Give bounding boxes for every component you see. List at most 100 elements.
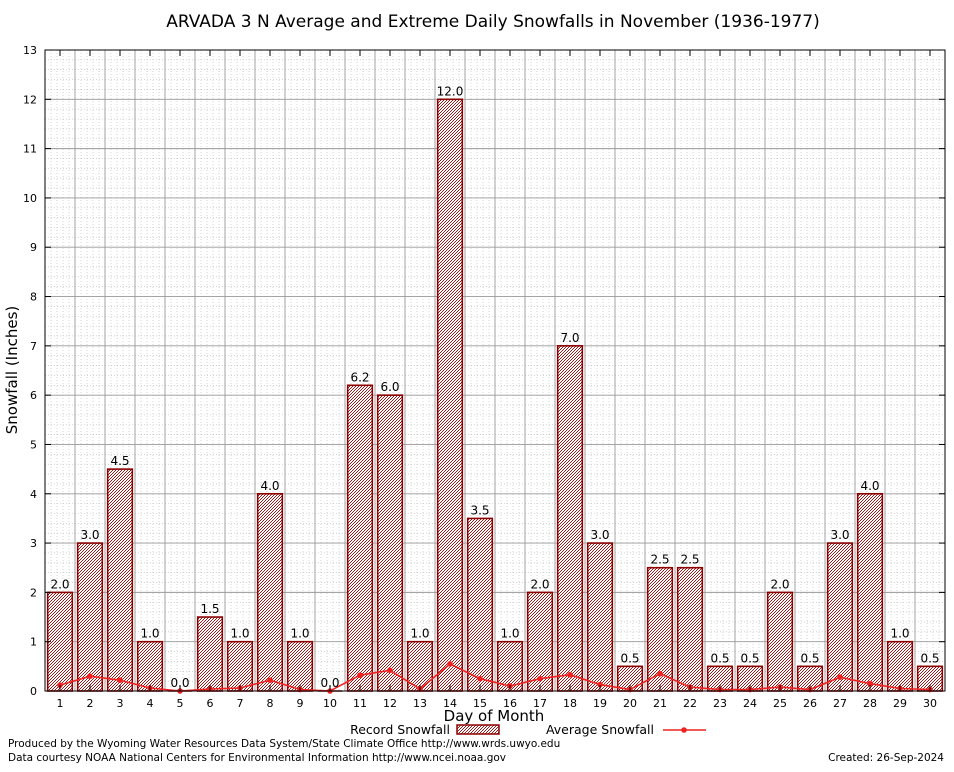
x-tick-label-12: 12 [383,697,397,710]
bar-label-day-7: 1.0 [230,627,249,641]
bar-day-7 [226,640,254,692]
avg-point-day-12 [387,667,393,674]
x-tick-label-6: 6 [207,697,214,710]
bar-label-day-9: 1.0 [290,627,309,641]
x-tick-label-27: 27 [833,697,847,710]
bar-label-day-19: 3.0 [590,528,609,542]
bar-label-day-4: 1.0 [140,627,159,641]
y-tick-label-2: 2 [30,586,37,599]
x-tick-label-14: 14 [443,697,457,710]
bar-label-day-10: 0.0 [320,676,339,690]
avg-point-day-19 [597,681,603,688]
x-tick-label-7: 7 [237,697,244,710]
x-tick-label-8: 8 [267,697,274,710]
x-tick-label-16: 16 [503,697,517,710]
bar-day-28 [856,492,884,692]
x-tick-label-15: 15 [473,697,487,710]
x-tick-label-28: 28 [863,697,877,710]
bar-label-day-16: 1.0 [500,627,519,641]
grid-layer [44,49,946,692]
y-tick-label-0: 0 [30,685,37,698]
bar-day-21 [646,566,674,692]
avg-point-day-14 [447,661,453,667]
y-tick-label-1: 1 [30,636,37,649]
x-tick-label-26: 26 [803,697,817,710]
avg-point-day-2 [87,673,93,680]
y-tick-label-12: 12 [23,93,37,106]
bar-label-day-23: 0.5 [710,651,729,665]
bar-label-day-6: 1.5 [200,602,219,616]
footer-created: Created: 26-Sep-2024 [828,752,944,764]
y-tick-label-10: 10 [23,192,37,205]
x-tick-label-17: 17 [533,697,547,710]
bar-label-day-2: 3.0 [80,528,99,542]
legend-label-record: Record Snowfall [350,722,450,737]
x-tick-label-5: 5 [177,697,184,710]
y-tick-label-7: 7 [30,340,37,353]
avg-point-day-15 [477,675,483,682]
bar-day-2 [76,542,104,692]
bar-label-day-11: 6.2 [350,370,369,384]
y-tick-label-13: 13 [23,44,37,57]
bar-label-day-25: 2.0 [770,577,789,591]
bar-day-18 [556,345,584,692]
x-tick-label-25: 25 [773,697,787,710]
bar-day-22 [676,566,704,692]
bar-labels-layer: 2.0 3.0 4.5 1.0 0.0 1.5 1.0 4.0 1.0 0.0 6.2 6.0 1.0 1… [50,84,939,690]
bar-label-day-12: 6.0 [380,380,399,394]
footer-data-courtesy: Data courtesy NOAA National Centers for … [8,752,507,764]
y-tick-label-3: 3 [30,537,37,550]
y-tick-label-5: 5 [30,438,37,451]
x-tick-label-19: 19 [593,697,607,710]
bar-label-day-28: 4.0 [860,479,879,493]
x-tick-label-18: 18 [563,697,577,710]
bar-label-day-26: 0.5 [800,651,819,665]
bar-day-4 [136,640,164,692]
plot-border [44,49,946,692]
avg-point-day-8 [267,677,273,683]
bar-label-day-1: 2.0 [50,577,69,591]
bar-day-19 [586,542,614,692]
avg-point-day-11 [357,672,363,679]
bar-label-day-30: 0.5 [920,651,939,665]
bar-day-20 [616,665,644,692]
x-tick-label-2: 2 [87,697,94,710]
bar-day-9 [286,640,314,692]
x-tick-label-22: 22 [683,697,697,710]
x-tick-label-1: 1 [57,697,64,710]
x-tick-label-21: 21 [653,697,667,710]
bar-label-day-18: 7.0 [560,331,579,345]
bar-label-day-29: 1.0 [890,627,909,641]
bar-label-day-27: 3.0 [830,528,849,542]
bar-label-day-13: 1.0 [410,627,429,641]
legend-swatch-record [456,724,500,735]
bar-day-12 [376,394,404,692]
chart-title: ARVADA 3 N Average and Extreme Daily Sno… [166,12,819,32]
bar-label-day-8: 4.0 [260,479,279,493]
x-tick-label-3: 3 [117,697,124,710]
bar-day-27 [826,542,854,692]
bar-label-day-17: 2.0 [530,577,549,591]
x-tick-label-29: 29 [893,697,907,710]
bar-label-day-5: 0.0 [170,676,189,690]
legend-swatch-average-point [681,727,687,733]
x-tick-label-10: 10 [323,697,337,710]
x-tick-label-4: 4 [147,697,154,710]
y-tick-label-9: 9 [30,241,37,254]
x-tick-label-30: 30 [923,697,937,710]
x-tick-label-11: 11 [353,697,367,710]
avg-point-day-3 [117,677,123,683]
y-tick-label-6: 6 [30,389,37,402]
avg-point-day-27 [837,674,843,680]
avg-point-day-21 [657,670,663,677]
footer-produced-by: Produced by the Wyoming Water Resources … [8,738,561,750]
bar-day-29 [886,640,914,692]
bar-day-8 [256,492,284,692]
x-tick-label-20: 20 [623,697,637,710]
bar-day-1 [46,591,74,692]
bar-label-day-14: 12.0 [437,84,464,98]
avg-point-day-18 [567,671,573,678]
y-axis-label: Snowfall (Inches) [3,306,21,434]
